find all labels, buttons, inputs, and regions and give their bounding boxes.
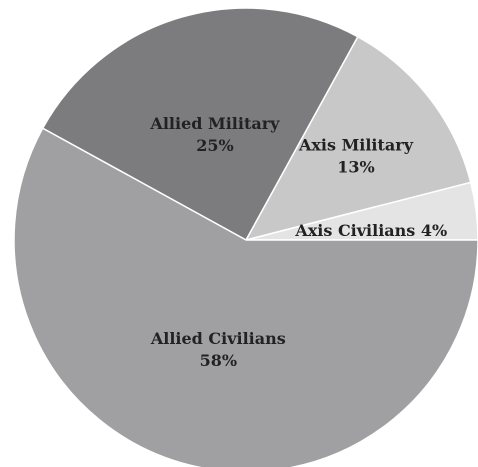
slice-label-allied-military: Allied Military 25% xyxy=(149,114,280,155)
slice-percent-allied-civilians: 58% xyxy=(200,351,237,370)
slice-name-axis-military: Axis Military xyxy=(298,136,414,155)
pie-slice-allied-civilians xyxy=(13,127,478,467)
slice-label-axis-military: Axis Military 13% xyxy=(298,136,414,177)
pie-slice-allied-military xyxy=(41,7,359,242)
pie-labels: Axis Civilians 4% Axis Military 13% Allied … xyxy=(149,114,447,370)
pie-slices xyxy=(13,7,478,467)
slice-name-allied-civilians: Allied Civilians xyxy=(150,329,286,348)
slice-percent-axis-military: 13% xyxy=(337,158,374,177)
slice-label-allied-civilians: Allied Civilians 58% xyxy=(150,329,286,370)
slice-name-allied-military: Allied Military xyxy=(149,114,280,133)
slice-percent-allied-military: 25% xyxy=(196,136,233,155)
slice-label-axis-civilians: Axis Civilians 4% xyxy=(294,221,447,240)
pie-slice-axis-military xyxy=(244,35,472,242)
